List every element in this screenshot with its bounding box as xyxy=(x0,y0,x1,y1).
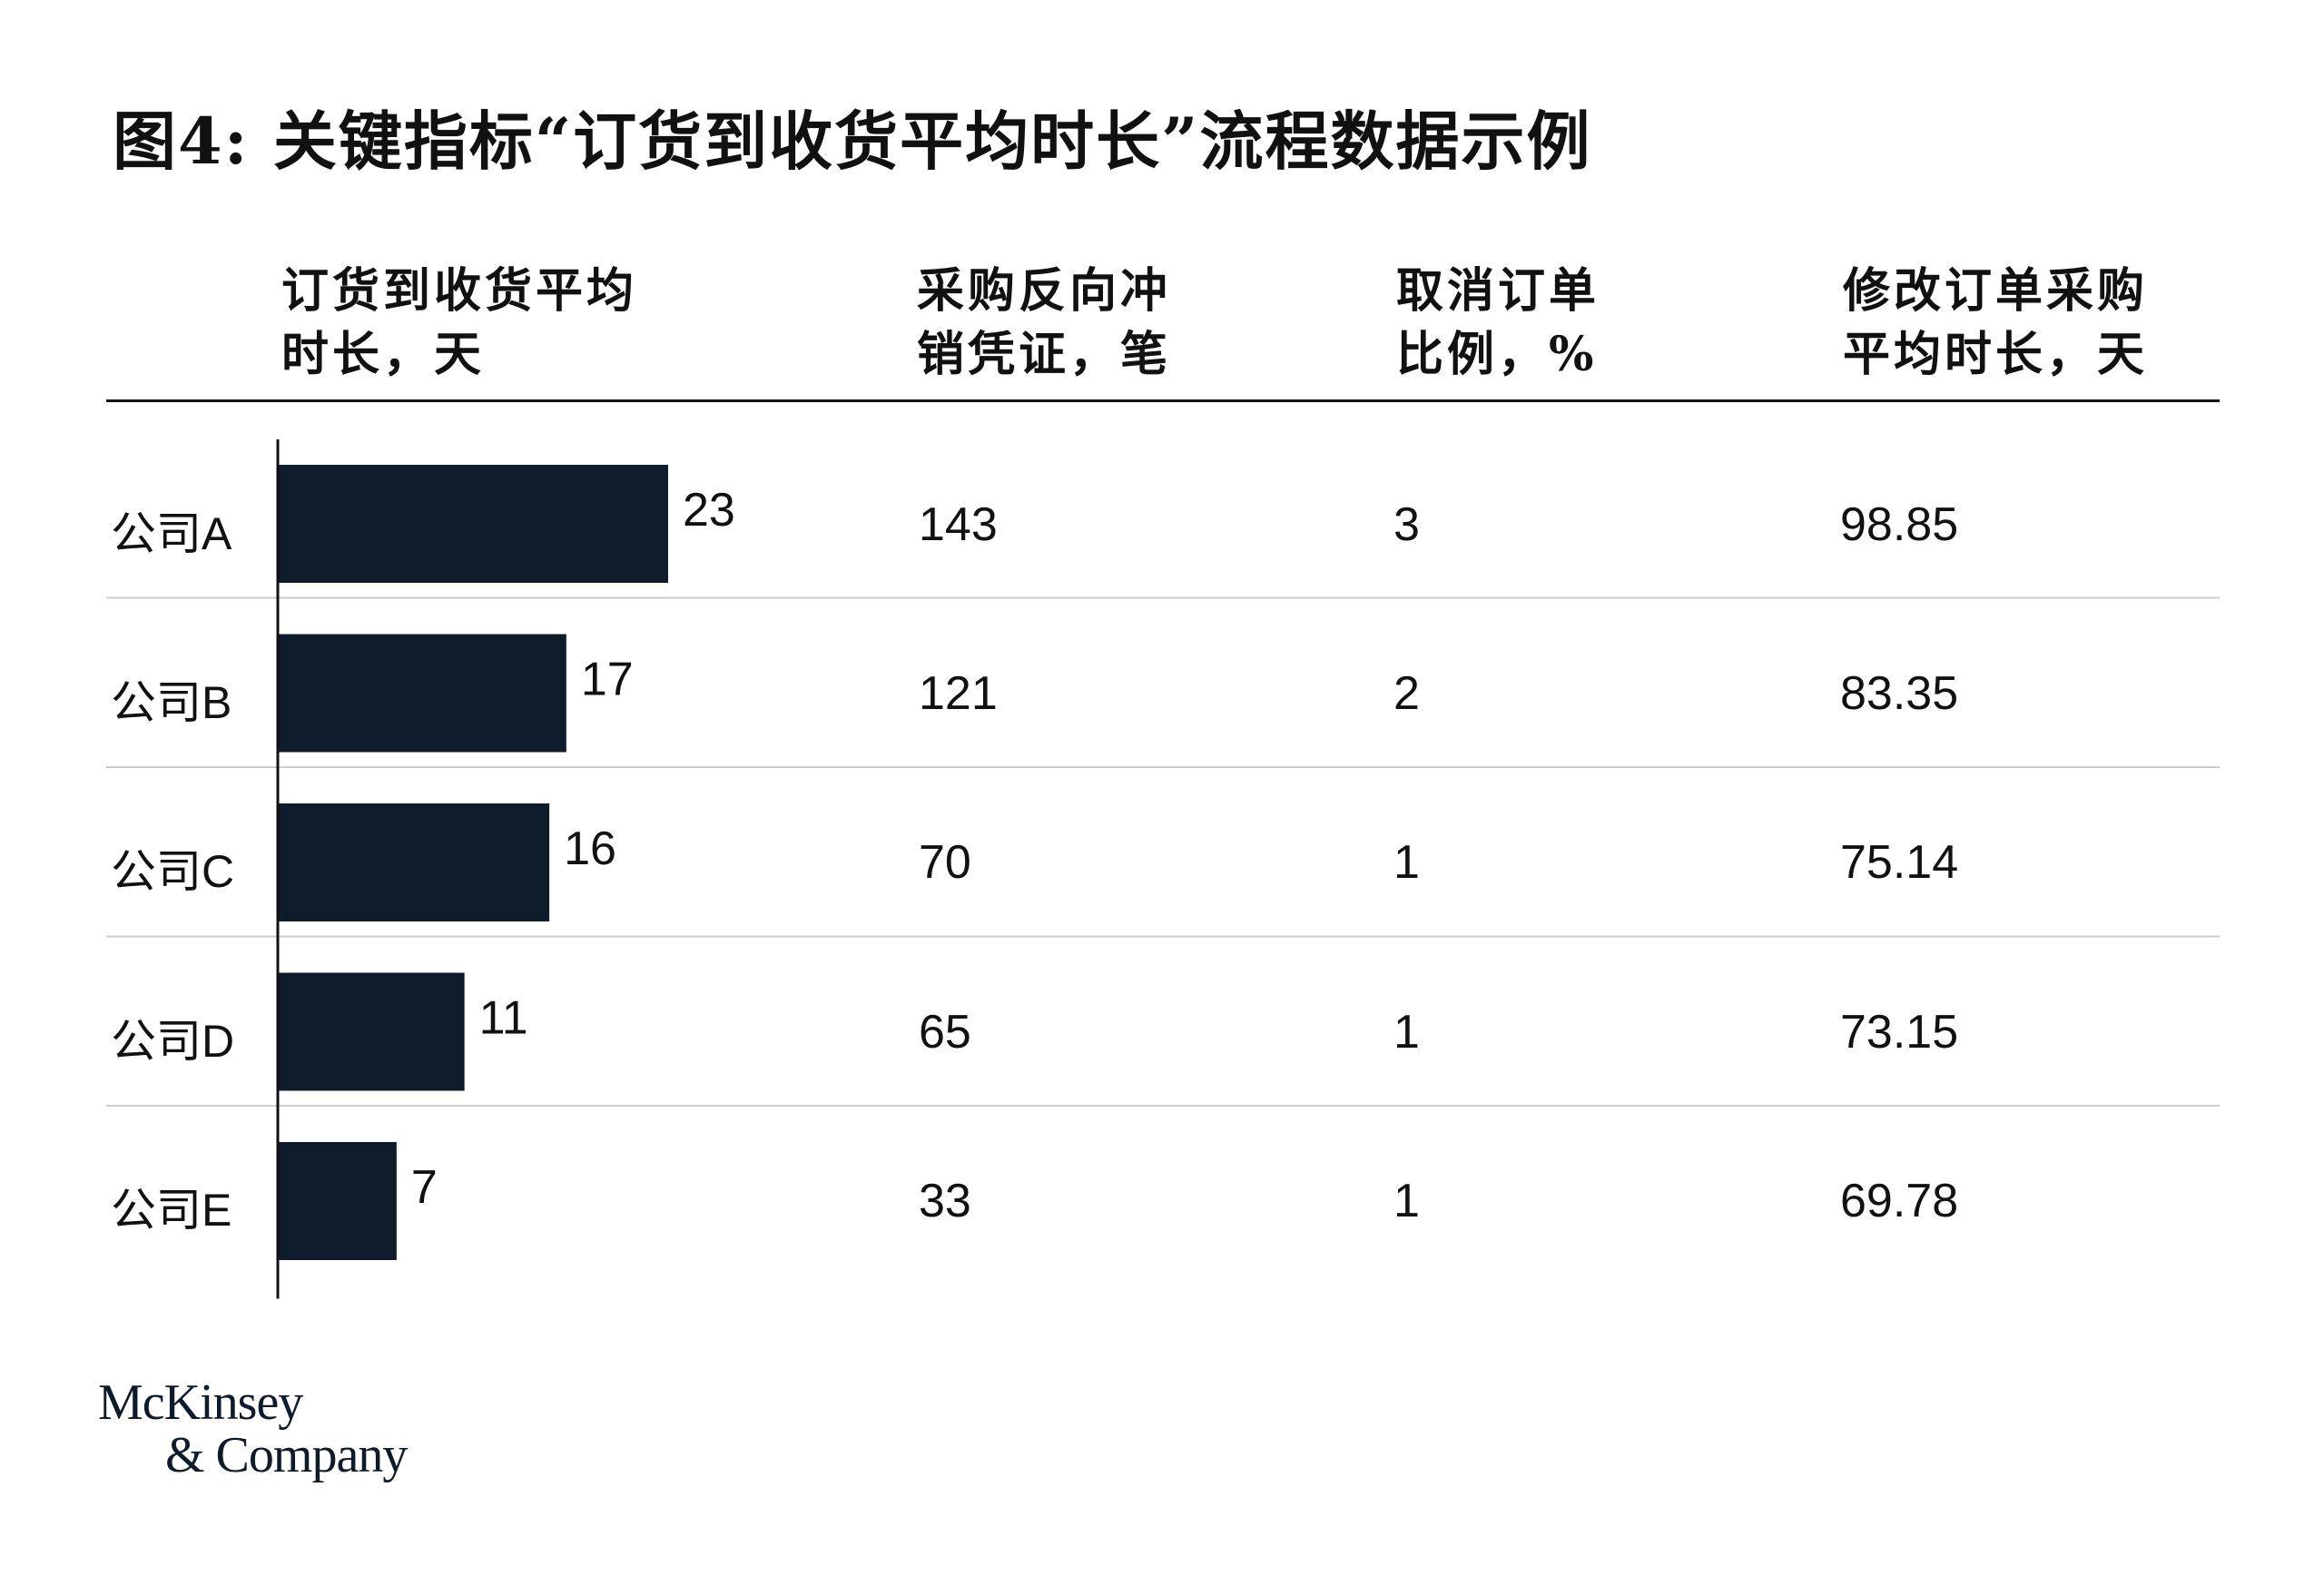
cell-reversal-company-e: 33 xyxy=(919,1175,971,1227)
header-line: 取消订单 xyxy=(1396,263,1600,319)
cell-modify-company-e: 69.78 xyxy=(1840,1175,1959,1227)
bar-value-label: 7 xyxy=(411,1161,438,1214)
header-line: 修改订单采购 xyxy=(1843,263,2149,319)
cell-reversal-company-a: 143 xyxy=(919,498,998,551)
bar-value-label: 17 xyxy=(581,654,634,706)
bar-公司C xyxy=(278,803,550,921)
header-order-to-receipt: 订货到收货平均 时长，天 xyxy=(281,260,637,387)
bar-公司B xyxy=(278,634,566,753)
logo-line-2: & Company xyxy=(165,1427,408,1483)
logo-line-1: McKinsey xyxy=(98,1374,303,1431)
page-title: 图4: 关键指标“订货到收货平均时长”流程数据示例 xyxy=(113,103,1592,179)
bar-value-label: 11 xyxy=(479,992,528,1045)
cell-cancel-company-a: 3 xyxy=(1393,498,1420,551)
header-modify-duration: 修改订单采购 平均时长，天 xyxy=(1843,260,2148,387)
cell-cancel-company-d: 1 xyxy=(1393,1006,1420,1059)
bar-公司A xyxy=(278,465,668,583)
mckinsey-logo: McKinsey & Company xyxy=(98,1374,408,1483)
header-line: 采购反向冲 xyxy=(917,263,1172,319)
bar-公司E xyxy=(278,1142,397,1260)
header-cancel-ratio: 取消订单 比例，% xyxy=(1396,260,1600,387)
row-label-company-b: 公司B xyxy=(111,677,232,728)
cell-modify-company-a: 98.85 xyxy=(1840,498,1959,551)
header-reversal-vouchers: 采购反向冲 销凭证，笔 xyxy=(917,260,1171,387)
row-label-company-e: 公司E xyxy=(111,1185,232,1236)
cell-cancel-company-c: 1 xyxy=(1393,836,1420,889)
cell-reversal-company-d: 65 xyxy=(919,1006,971,1059)
bar-value-label: 23 xyxy=(683,484,735,537)
header-line: 订货到收货平均 xyxy=(281,263,638,319)
header-line: 平均时长，天 xyxy=(1843,327,2149,382)
cell-modify-company-c: 75.14 xyxy=(1840,836,1959,889)
cell-reversal-company-c: 70 xyxy=(919,836,971,889)
header-line: 比例，% xyxy=(1396,327,1598,382)
cell-reversal-company-b: 121 xyxy=(919,667,998,720)
row-label-company-d: 公司D xyxy=(111,1016,235,1067)
cell-cancel-company-b: 2 xyxy=(1393,667,1420,720)
cell-modify-company-b: 83.35 xyxy=(1840,667,1959,720)
bar-value-label: 16 xyxy=(564,822,616,875)
row-label-company-a: 公司A xyxy=(111,508,232,559)
cell-modify-company-d: 73.15 xyxy=(1840,1006,1959,1059)
header-line: 销凭证，笔 xyxy=(917,327,1172,382)
cell-cancel-company-e: 1 xyxy=(1393,1175,1420,1227)
header-rule xyxy=(106,399,2220,402)
row-label-company-c: 公司C xyxy=(111,846,235,897)
bar-公司D xyxy=(278,972,465,1091)
header-line: 时长，天 xyxy=(281,327,486,382)
